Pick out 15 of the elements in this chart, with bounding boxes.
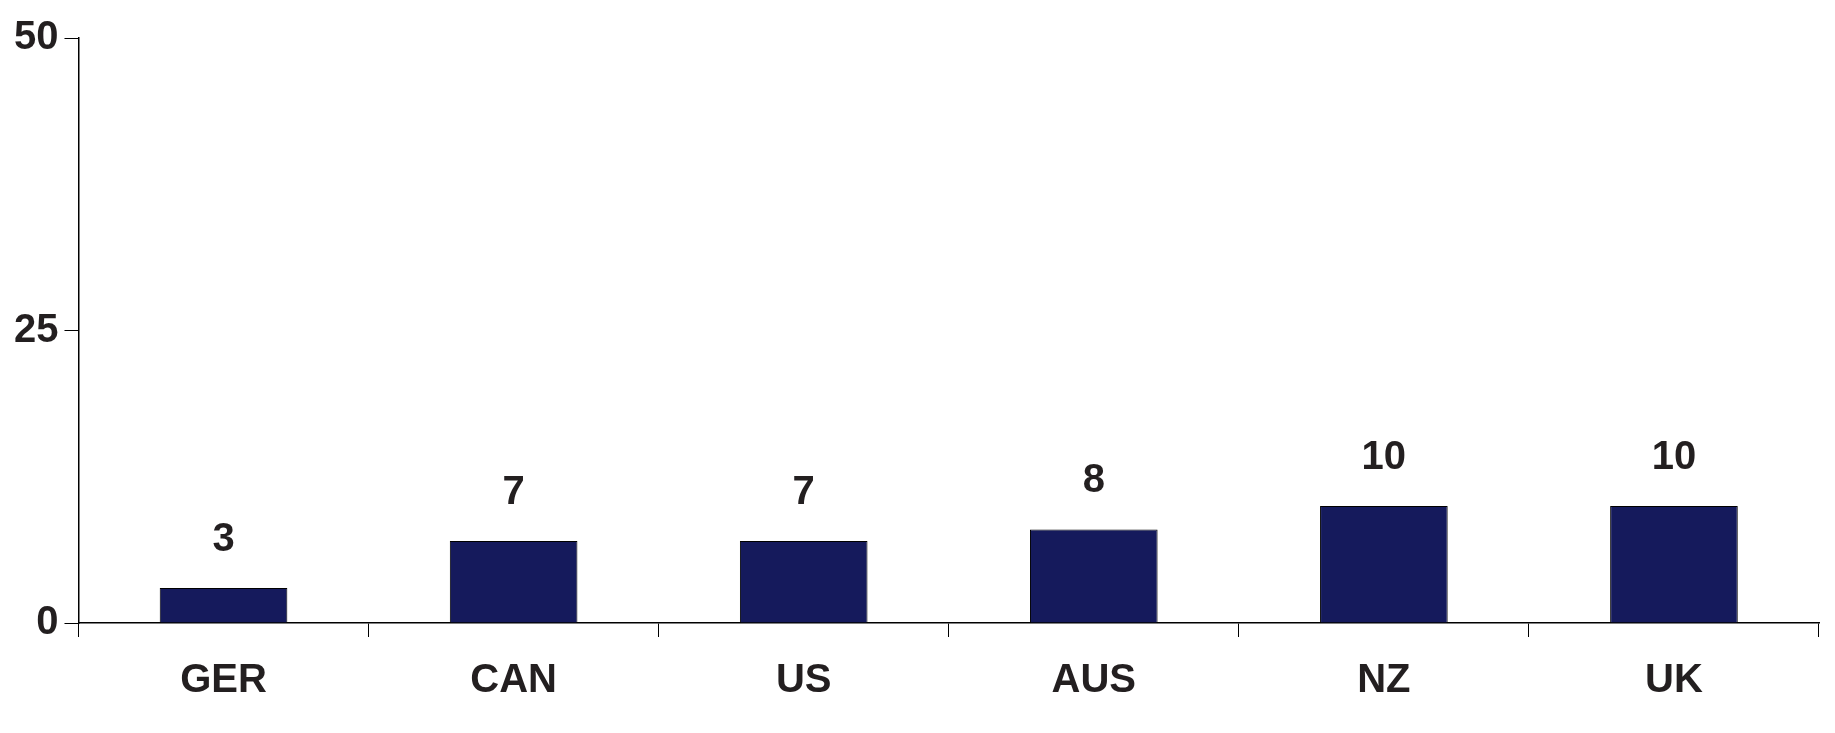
y-tick-label: 25 [13, 305, 59, 350]
x-tick-label: US [775, 656, 832, 701]
y-tick-label: 0 [36, 598, 59, 643]
data-label: 3 [212, 514, 235, 559]
x-tick-label: GER [180, 656, 267, 701]
x-tick-label: CAN [470, 656, 557, 701]
data-label: 10 [1361, 433, 1407, 478]
x-tick-label: UK [1645, 656, 1703, 701]
data-label: 7 [792, 468, 815, 513]
x-tick-label: AUS [1051, 656, 1137, 701]
x-tick-label: NZ [1357, 656, 1411, 701]
data-label: 8 [1082, 456, 1105, 501]
data-label: 10 [1651, 433, 1697, 478]
data-label: 7 [502, 468, 525, 513]
y-tick-label: 50 [13, 13, 59, 58]
